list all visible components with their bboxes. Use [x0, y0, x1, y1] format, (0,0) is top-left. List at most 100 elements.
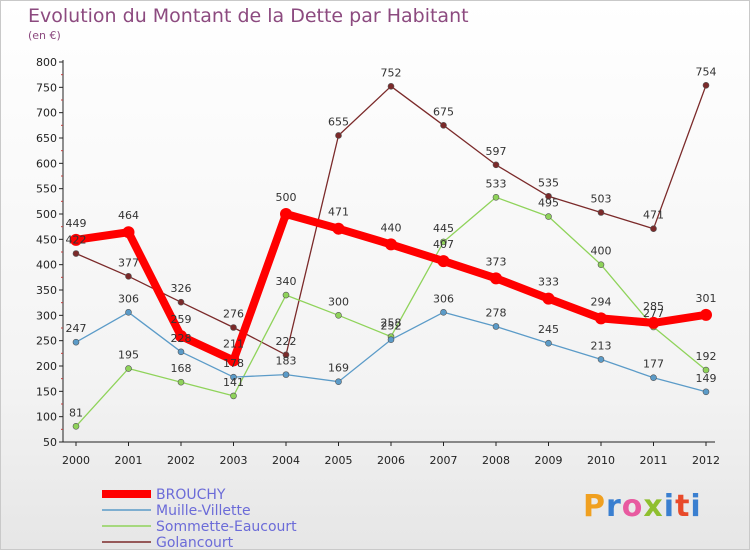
- x-tick-label: 2000: [62, 454, 90, 467]
- data-point: [492, 323, 500, 330]
- data-label: 503: [591, 192, 612, 205]
- data-point: [492, 193, 500, 201]
- data-label: 177: [643, 358, 664, 371]
- y-tick-label: 500: [36, 208, 57, 221]
- data-point: [175, 330, 187, 343]
- data-label: 141: [223, 376, 244, 389]
- logo-letter: i: [663, 489, 676, 524]
- data-label: 300: [328, 295, 349, 308]
- x-tick-label: 2006: [377, 454, 405, 467]
- data-label: 495: [538, 197, 559, 210]
- data-point: [125, 365, 132, 372]
- data-label: 247: [66, 322, 87, 335]
- data-label: 535: [538, 176, 559, 189]
- y-tick-label: 800: [36, 56, 57, 69]
- data-label: 178: [223, 357, 244, 370]
- data-label: 471: [643, 209, 664, 222]
- x-tick-label: 2011: [640, 454, 668, 467]
- data-point: [700, 308, 712, 321]
- logo-letter: r: [606, 489, 622, 524]
- data-label: 149: [696, 372, 717, 385]
- data-label: 169: [328, 362, 349, 375]
- y-tick-label: 600: [36, 157, 57, 170]
- data-point: [440, 238, 447, 246]
- data-label: 294: [591, 295, 612, 308]
- data-label: 306: [433, 292, 454, 305]
- data-point: [227, 354, 240, 367]
- data-label: 259: [171, 313, 192, 326]
- data-label: 213: [591, 339, 612, 352]
- data-point: [650, 225, 657, 232]
- data-point: [490, 272, 502, 285]
- data-point: [492, 161, 500, 169]
- data-label: 464: [118, 209, 139, 222]
- data-point: [647, 316, 660, 329]
- data-point: [230, 392, 237, 400]
- y-tick-label: 300: [36, 309, 57, 322]
- data-point: [595, 312, 607, 325]
- data-point: [282, 291, 290, 299]
- data-point: [545, 339, 552, 347]
- data-point: [125, 273, 132, 280]
- y-tick-label: 150: [36, 385, 57, 398]
- x-tick-label: 2004: [272, 454, 300, 467]
- data-label: 752: [381, 66, 402, 79]
- data-point: [70, 233, 82, 246]
- y-tick-label: 400: [36, 259, 57, 272]
- x-tick-label: 2002: [167, 454, 195, 467]
- data-label: 81: [69, 406, 83, 419]
- data-label: 192: [696, 350, 717, 363]
- y-tick-label: 200: [36, 360, 57, 373]
- data-point: [440, 308, 447, 316]
- data-label: 306: [118, 292, 139, 305]
- data-label: 445: [433, 222, 454, 235]
- data-point: [177, 378, 185, 386]
- data-point: [650, 374, 657, 381]
- data-label: 228: [171, 332, 192, 345]
- data-point: [72, 422, 80, 430]
- data-point: [597, 209, 605, 216]
- data-point: [335, 378, 342, 386]
- y-tick-label: 350: [36, 284, 57, 297]
- data-label: 422: [66, 234, 87, 247]
- data-point: [545, 213, 552, 220]
- logo-letter: x: [643, 489, 664, 524]
- data-point: [280, 208, 292, 220]
- data-label: 245: [538, 323, 559, 336]
- y-tick-label: 700: [36, 107, 57, 120]
- data-label: 340: [276, 275, 297, 288]
- data-label: 373: [486, 255, 507, 268]
- data-point: [702, 82, 710, 89]
- x-tick-label: 2005: [325, 454, 353, 467]
- data-point: [335, 312, 342, 319]
- data-label: 326: [171, 282, 192, 295]
- logo-letter: i: [690, 489, 702, 524]
- data-point: [545, 192, 552, 200]
- data-label: 754: [696, 65, 717, 78]
- legend-label: BROUCHY: [156, 487, 226, 503]
- data-point: [332, 222, 345, 235]
- data-label: 675: [433, 105, 454, 118]
- logo-letter: t: [675, 489, 691, 524]
- chart-title: Evolution du Montant de la Dette par Hab…: [28, 5, 469, 27]
- data-label: 377: [118, 256, 139, 269]
- data-label: 597: [486, 145, 507, 158]
- data-point: [125, 308, 132, 316]
- x-tick-label: 2008: [482, 454, 510, 467]
- x-tick-label: 2012: [692, 454, 720, 467]
- data-point: [597, 356, 605, 363]
- data-point: [335, 132, 342, 139]
- data-point: [72, 338, 80, 346]
- data-point: [177, 348, 185, 356]
- logo-letter: P: [583, 489, 606, 524]
- data-label: 195: [118, 349, 139, 362]
- y-tick-label: 650: [36, 132, 57, 145]
- x-tick-label: 2007: [430, 454, 458, 467]
- data-point: [702, 388, 710, 396]
- proxiti-logo: Proxiti: [583, 489, 702, 524]
- y-tick-label: 250: [36, 335, 57, 348]
- data-label: 471: [328, 206, 349, 219]
- data-label: 183: [276, 355, 297, 368]
